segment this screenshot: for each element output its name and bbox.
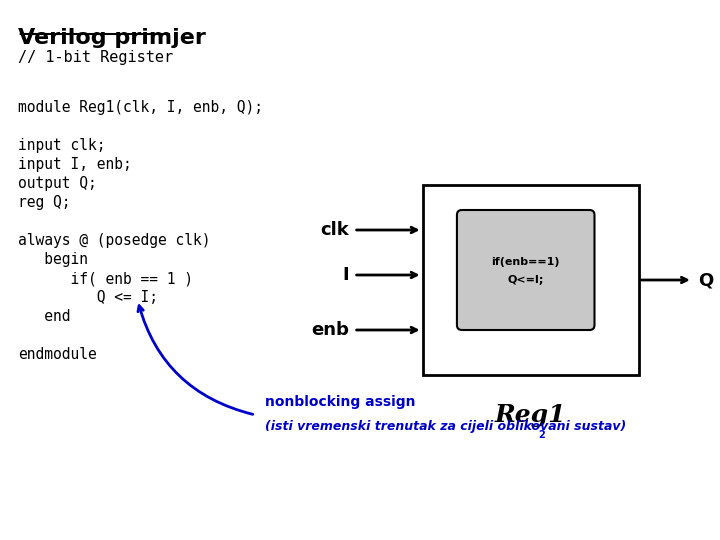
Text: if(enb==1): if(enb==1) — [492, 257, 560, 267]
Text: Reg1: Reg1 — [495, 403, 567, 427]
Text: enb: enb — [311, 321, 348, 339]
Text: clk: clk — [320, 221, 348, 239]
Text: 2: 2 — [538, 430, 545, 440]
Text: // 1-bit Register: // 1-bit Register — [18, 50, 173, 65]
Text: input clk;: input clk; — [18, 138, 105, 153]
Text: Q: Q — [698, 271, 713, 289]
Text: if( enb == 1 ): if( enb == 1 ) — [18, 271, 193, 286]
Text: I: I — [342, 266, 348, 284]
Text: always @ (posedge clk): always @ (posedge clk) — [18, 233, 210, 248]
Text: Verilog primjer: Verilog primjer — [18, 28, 206, 48]
Text: output Q;: output Q; — [18, 176, 96, 191]
Text: nonblocking assign: nonblocking assign — [265, 395, 416, 409]
Text: endmodule: endmodule — [18, 347, 96, 362]
Text: end: end — [18, 309, 70, 324]
Text: reg Q;: reg Q; — [18, 195, 70, 210]
Text: input I, enb;: input I, enb; — [18, 157, 132, 172]
Text: Q<=I;: Q<=I; — [508, 275, 544, 285]
FancyBboxPatch shape — [457, 210, 595, 330]
Text: (isti vremenski trenutak za cijeli oblikovani sustav): (isti vremenski trenutak za cijeli oblik… — [265, 420, 626, 433]
Bar — [423, 185, 639, 375]
Text: module Reg1(clk, I, enb, Q);: module Reg1(clk, I, enb, Q); — [18, 100, 263, 115]
Text: begin: begin — [18, 252, 88, 267]
Text: Q <= I;: Q <= I; — [18, 290, 158, 305]
